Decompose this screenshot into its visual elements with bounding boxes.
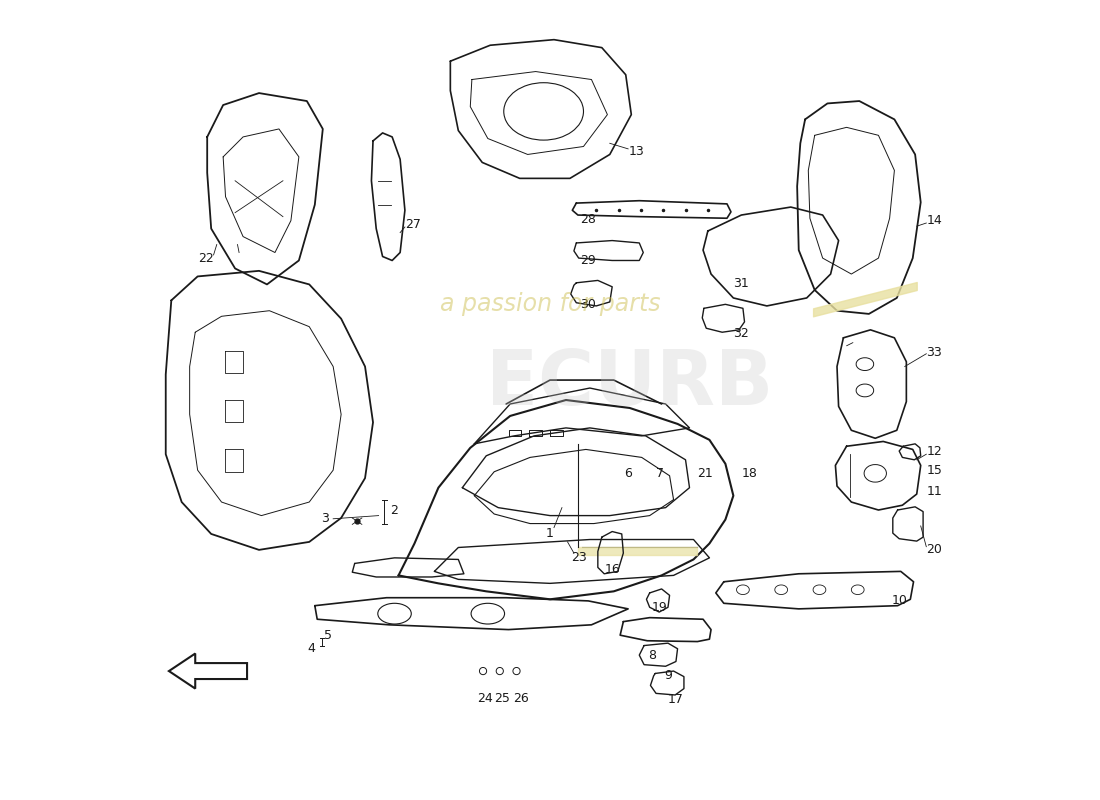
- Text: 8: 8: [648, 649, 656, 662]
- Text: 7: 7: [656, 467, 664, 480]
- Text: 29: 29: [581, 254, 596, 267]
- Text: 4: 4: [307, 642, 315, 655]
- Text: 28: 28: [581, 213, 596, 226]
- Text: 19: 19: [651, 601, 667, 614]
- Text: ECURB: ECURB: [486, 347, 773, 421]
- Text: 30: 30: [581, 298, 596, 311]
- Text: 11: 11: [926, 485, 942, 498]
- Text: 21: 21: [697, 467, 713, 480]
- Text: 24: 24: [476, 693, 493, 706]
- Text: 5: 5: [324, 629, 332, 642]
- Text: 9: 9: [664, 669, 672, 682]
- Text: 25: 25: [494, 693, 510, 706]
- Text: 27: 27: [405, 218, 421, 231]
- Text: a passion for parts: a passion for parts: [440, 292, 660, 316]
- Text: 23: 23: [572, 551, 587, 564]
- Text: 12: 12: [926, 446, 942, 458]
- Text: 3: 3: [321, 512, 329, 526]
- Text: 31: 31: [734, 277, 749, 290]
- Text: 18: 18: [741, 467, 757, 480]
- Text: 2: 2: [390, 503, 398, 517]
- Text: 17: 17: [668, 694, 683, 706]
- Text: 14: 14: [926, 214, 942, 227]
- Polygon shape: [169, 654, 248, 689]
- Text: 10: 10: [891, 594, 908, 607]
- Text: 20: 20: [926, 543, 943, 556]
- Text: 16: 16: [604, 562, 620, 575]
- Text: 1: 1: [546, 527, 554, 541]
- Text: 13: 13: [628, 145, 643, 158]
- Text: 33: 33: [926, 346, 942, 358]
- Text: 22: 22: [198, 251, 213, 265]
- Text: 6: 6: [624, 467, 632, 480]
- Text: 26: 26: [514, 693, 529, 706]
- Text: 32: 32: [734, 326, 749, 339]
- Text: 15: 15: [926, 464, 943, 477]
